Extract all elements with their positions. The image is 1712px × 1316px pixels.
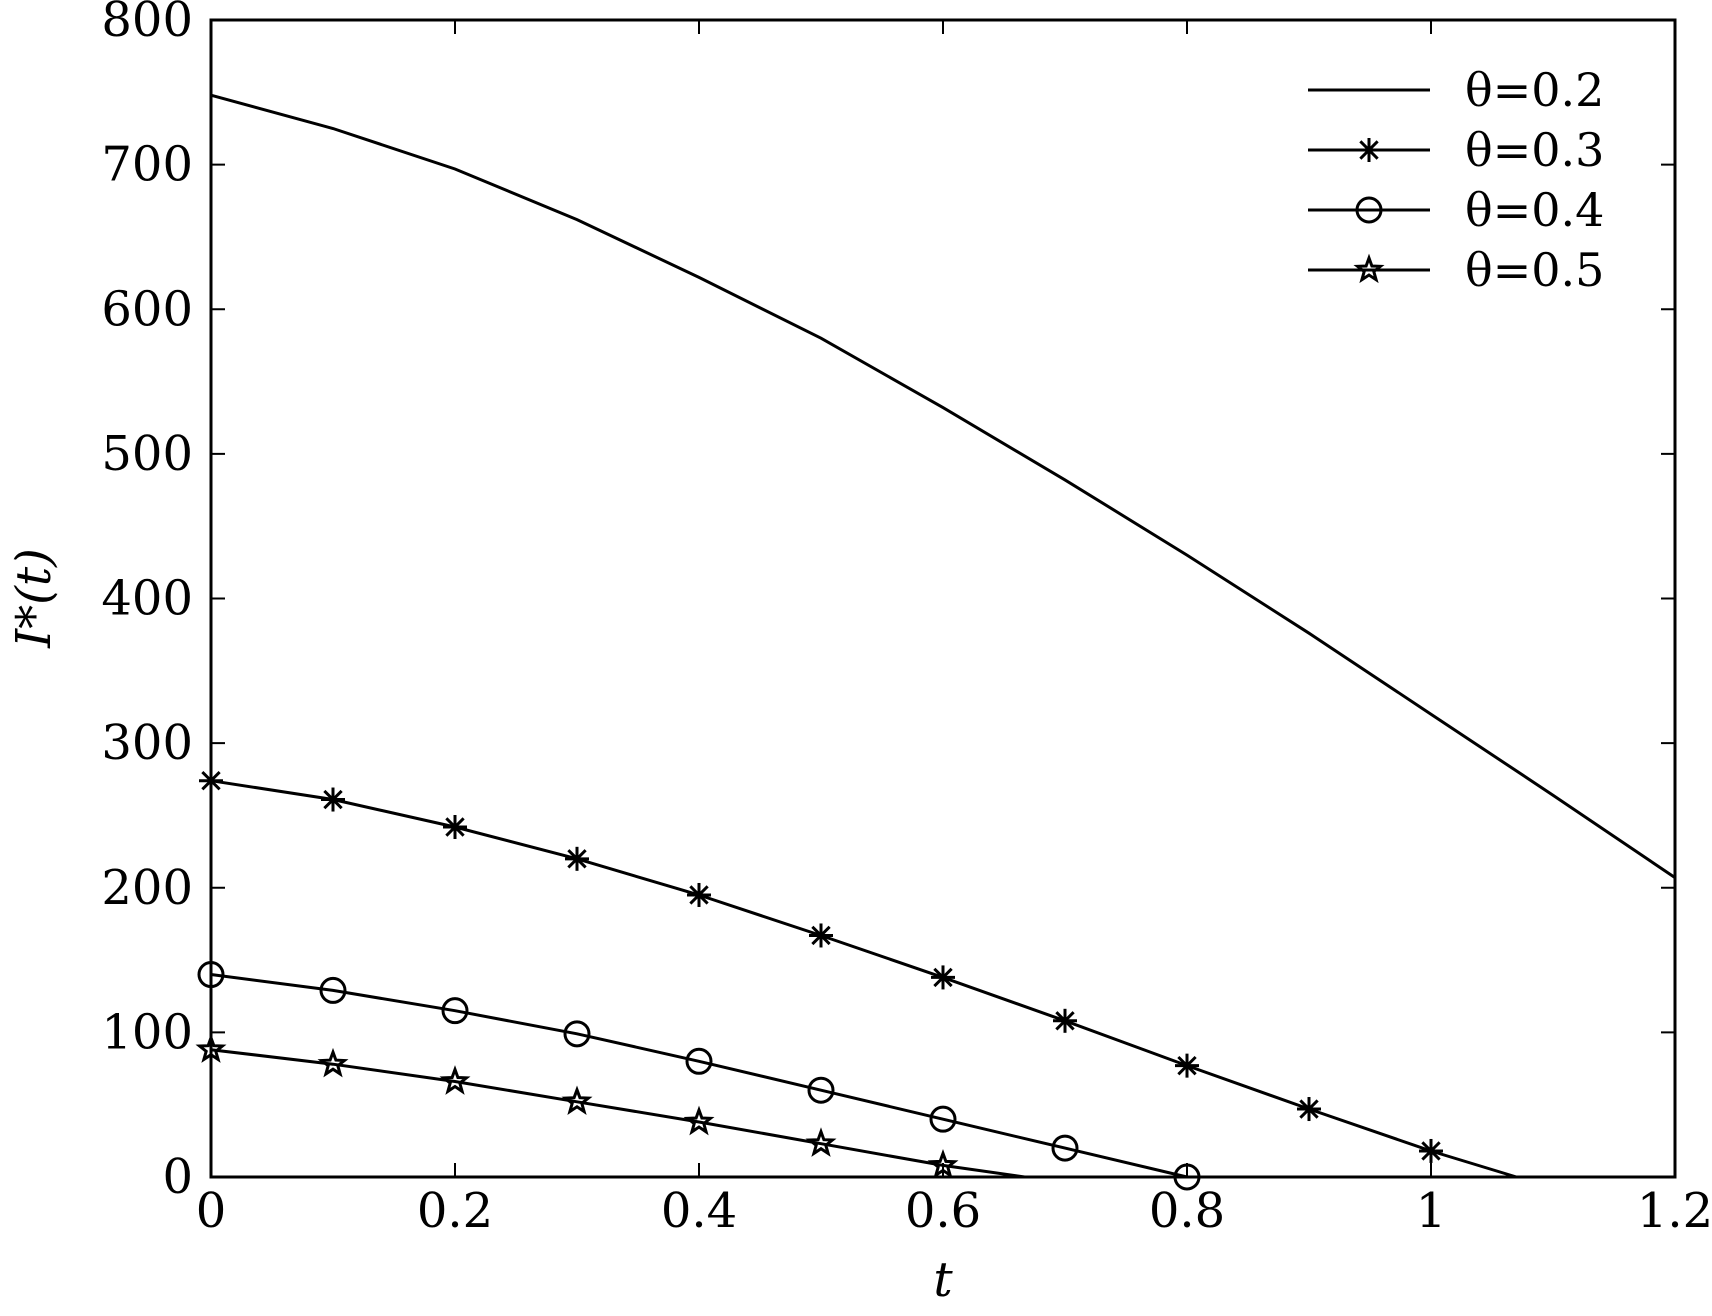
star-mark [1353,253,1385,284]
y-tick-label: 400 [101,571,193,627]
series-layer [195,93,1676,1191]
y-axis-label: I*(t) [6,548,62,649]
data-point [317,1047,349,1078]
data-point [1419,1138,1443,1163]
asterisk-stroke [1421,1141,1441,1161]
data-point [931,965,955,990]
circle-mark [1355,196,1383,224]
y-tick-label: 100 [101,1004,193,1060]
asterisk-stroke [323,789,343,810]
legend-marker [1355,196,1383,224]
asterisk-stroke [1359,140,1379,160]
legend-label: θ=0.4 [1465,183,1604,237]
asterisk-stroke [1177,1055,1197,1076]
circle-mark [197,961,225,989]
asterisk-stroke [1299,1099,1319,1119]
data-point [321,787,345,812]
legend-label: θ=0.2 [1465,63,1604,117]
y-tick-label: 0 [162,1149,193,1205]
star-mark [439,1065,471,1095]
circle-mark [319,976,347,1004]
x-tick-label: 0.4 [661,1183,737,1239]
star-mark [317,1047,349,1078]
circle-mark [685,1047,713,1075]
data-point [443,815,467,840]
circle-mark [1051,1134,1079,1162]
data-point [1175,1053,1199,1078]
x-tick-label: 0.2 [417,1183,493,1239]
x-tick-label: 0.6 [905,1183,981,1239]
asterisk-stroke [1055,1011,1075,1031]
legend: θ=0.2 θ=0.3 θ=0.4 θ=0.5 [1290,58,1660,308]
legend-item: θ=0.5 [1308,243,1604,297]
series-2 [199,768,1517,1179]
y-tick-label: 500 [101,426,193,482]
asterisk-stroke [689,885,709,905]
axis-ticks: 0 0.2 0.4 0.6 0.8 1 1.2 0 100 200 300 400 500 600 700 8… [101,0,1712,1239]
data-point [805,1127,837,1157]
data-point [565,846,589,871]
x-tick-label: 1 [1416,1183,1447,1239]
data-point [809,923,833,948]
data-point [319,976,347,1004]
series-1 [210,93,1676,879]
circle-mark [929,1105,957,1133]
legend-marker [1357,138,1381,162]
legend-label: θ=0.5 [1465,243,1604,297]
y-tick-label: 600 [101,281,193,337]
star-mark [195,1033,227,1063]
x-axis-label: t [933,1252,953,1308]
series-4 [195,1033,1025,1179]
data-point [685,1047,713,1075]
star-mark [561,1085,593,1115]
y-tick-label: 300 [101,715,193,771]
data-point [1053,1008,1077,1033]
series-line [210,779,1517,1179]
data-point [441,997,469,1025]
legend-label: θ=0.3 [1465,123,1604,177]
data-point [1297,1097,1321,1122]
circle-mark [807,1076,835,1104]
circle-mark [441,997,469,1025]
series-line [210,973,1188,1179]
x-tick-label: 0.8 [1149,1183,1225,1239]
data-point [197,961,225,989]
data-point [807,1076,835,1104]
data-point [439,1065,471,1095]
circle-mark [1173,1163,1201,1191]
circle-mark [563,1020,591,1048]
asterisk-stroke [445,817,465,837]
star-mark [927,1148,959,1179]
data-point [683,1105,715,1136]
data-point [929,1105,957,1133]
star-mark [805,1127,837,1157]
y-tick-label: 700 [101,137,193,193]
data-point [195,1033,227,1063]
series-line [210,93,1676,879]
legend-marker [1353,253,1385,284]
asterisk-stroke [567,849,587,869]
asterisk-stroke [201,771,221,791]
star-mark [683,1105,715,1136]
data-point [563,1020,591,1048]
series-3 [197,961,1201,1191]
legend-item: θ=0.2 [1308,63,1604,117]
legend-box [1290,58,1660,308]
y-tick-label: 800 [101,0,193,48]
series-line [210,1048,1025,1179]
data-point [199,768,223,793]
data-point [687,882,711,907]
legend-item: θ=0.3 [1308,123,1604,177]
y-tick-label: 200 [101,860,193,916]
asterisk-stroke [811,925,831,946]
legend-item: θ=0.4 [1308,183,1604,237]
data-point [1051,1134,1079,1162]
asterisk-stroke [933,967,953,988]
data-point [927,1148,959,1179]
x-tick-label: 0 [196,1183,227,1239]
data-point [1173,1163,1201,1191]
data-point [561,1085,593,1115]
x-tick-label: 1.2 [1637,1183,1712,1239]
